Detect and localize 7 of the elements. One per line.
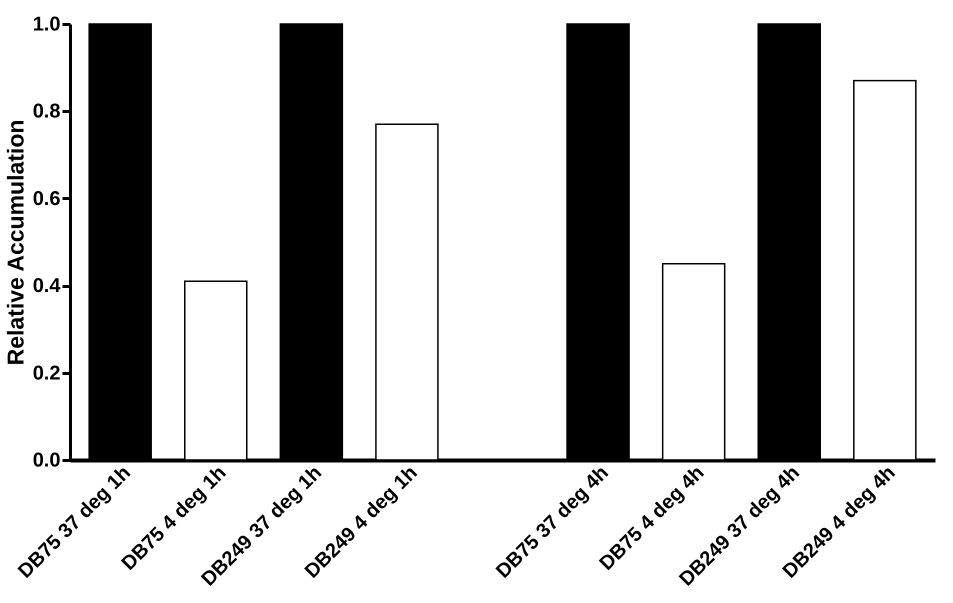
y-tick-label: 0.0 [32, 450, 60, 472]
y-tick-label: 0.2 [32, 362, 60, 384]
y-tick-label: 0.4 [32, 275, 62, 298]
y-axis-title: Relative Accumulation [2, 120, 29, 366]
y-tick-label: 0.8 [32, 100, 60, 123]
y-tick-label: 1.0 [32, 14, 60, 36]
y-tick-label: 0.6 [32, 188, 60, 210]
